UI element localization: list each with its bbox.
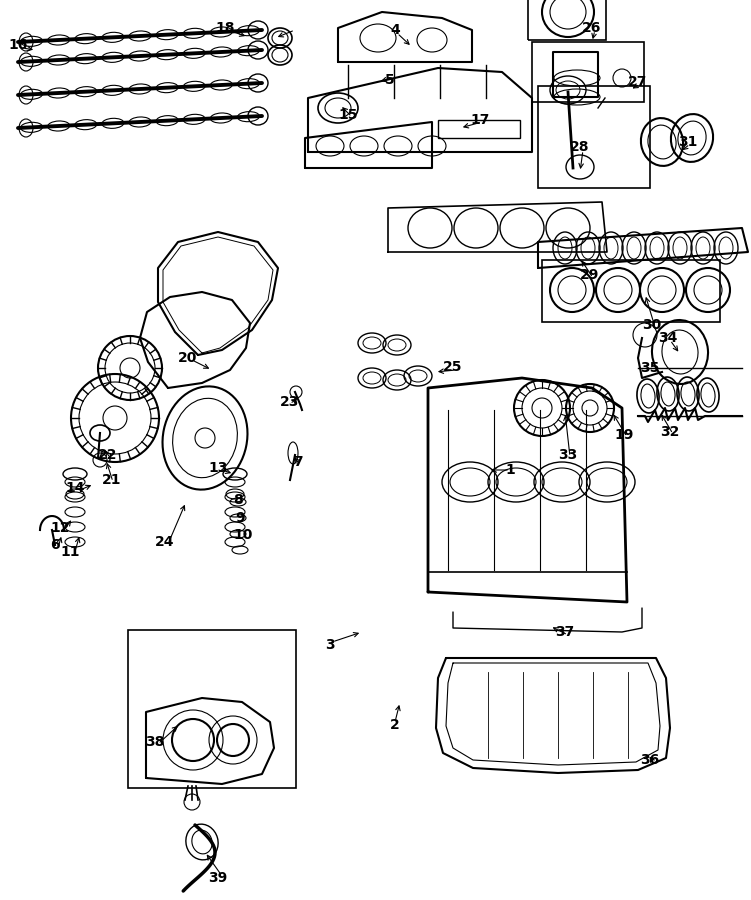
Bar (128, 630, 296, 788)
Text: 28: 28 (570, 140, 590, 154)
Text: 4: 4 (390, 23, 400, 37)
Text: 7: 7 (293, 455, 303, 469)
Text: 39: 39 (208, 871, 228, 885)
Text: 13: 13 (208, 461, 228, 475)
Text: 11: 11 (60, 545, 80, 559)
Bar (528, 0, 606, 40)
Text: 27: 27 (629, 75, 647, 89)
Text: 12: 12 (50, 521, 70, 535)
Text: 29: 29 (581, 268, 600, 282)
Text: 2: 2 (390, 718, 400, 732)
Text: 5: 5 (385, 73, 395, 87)
Text: 36: 36 (641, 753, 659, 767)
Text: 6: 6 (50, 538, 60, 552)
Text: 26: 26 (582, 21, 602, 35)
Text: 16: 16 (8, 38, 28, 52)
Text: 20: 20 (178, 351, 198, 365)
Text: 30: 30 (642, 318, 662, 332)
Text: 19: 19 (614, 428, 634, 442)
Text: 9: 9 (235, 511, 245, 525)
Text: 32: 32 (660, 425, 680, 439)
Text: 25: 25 (443, 360, 463, 374)
Text: 23: 23 (280, 395, 300, 409)
Bar (542, 260, 720, 322)
Text: 24: 24 (155, 535, 175, 549)
Text: 15: 15 (338, 108, 357, 122)
Text: 35: 35 (641, 361, 659, 375)
Text: 18: 18 (216, 21, 235, 35)
Bar (438, 120, 520, 138)
Text: 14: 14 (65, 481, 85, 495)
Bar (532, 42, 644, 102)
Text: 34: 34 (659, 331, 677, 345)
Text: 33: 33 (559, 448, 578, 462)
Text: 31: 31 (678, 135, 698, 149)
Text: 21: 21 (102, 473, 122, 487)
Text: 37: 37 (556, 625, 575, 639)
Bar (538, 86, 650, 188)
Text: 38: 38 (145, 735, 164, 749)
Text: 1: 1 (505, 463, 515, 477)
Text: 17: 17 (470, 113, 490, 127)
Text: 3: 3 (325, 638, 335, 652)
Text: 8: 8 (233, 493, 243, 507)
Text: 22: 22 (98, 448, 118, 462)
Text: 10: 10 (234, 528, 252, 542)
